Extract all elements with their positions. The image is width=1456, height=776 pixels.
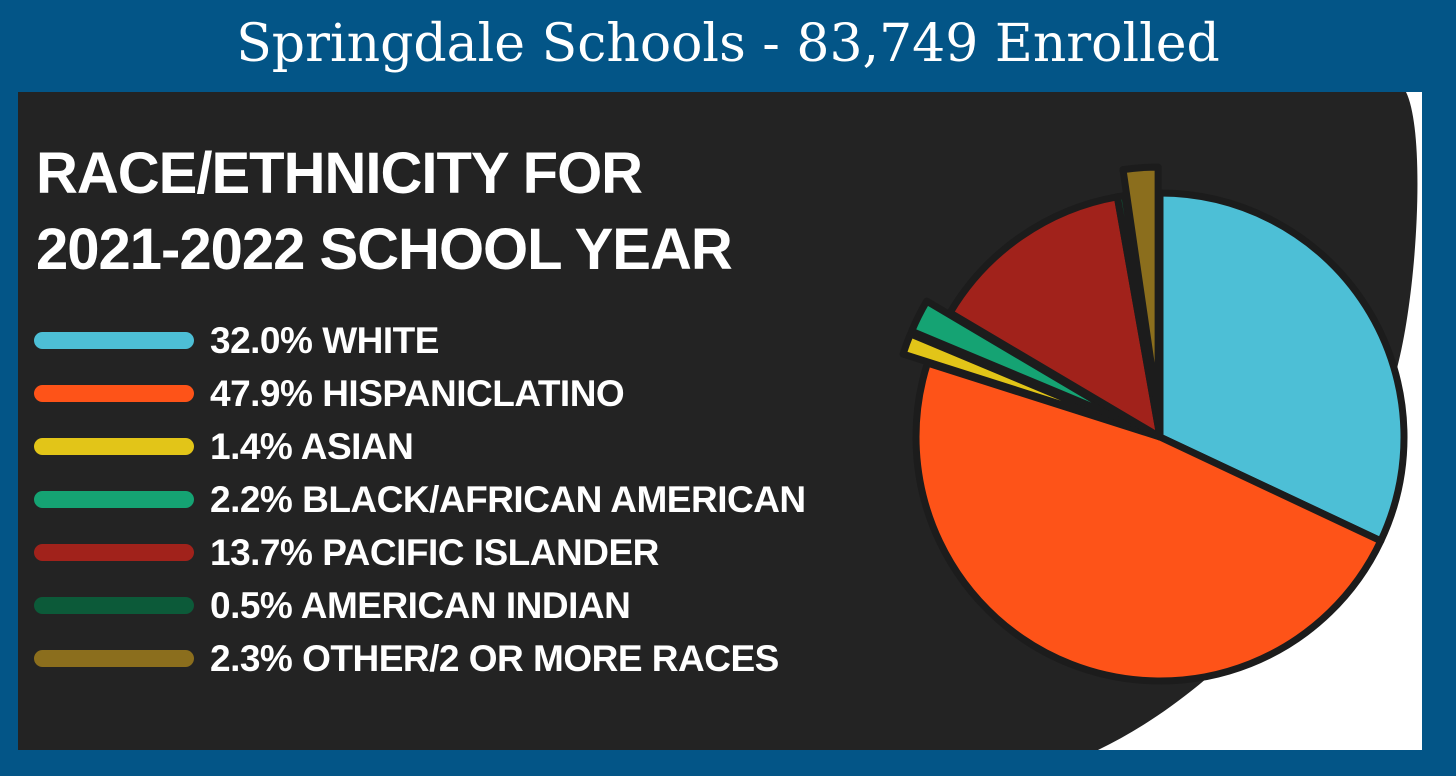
legend-label: 0.5% AMERICAN INDIAN bbox=[210, 584, 631, 626]
pie-slice bbox=[1156, 189, 1408, 545]
legend-label: 2.2% BLACK/AFRICAN AMERICAN bbox=[210, 478, 806, 520]
legend-swatch bbox=[34, 385, 194, 402]
legend-swatch bbox=[34, 438, 194, 455]
legend-label: 1.4% ASIAN bbox=[210, 425, 414, 467]
legend-label: 47.9% HISPANICLATINO bbox=[210, 372, 625, 414]
pie-slice bbox=[912, 359, 1385, 685]
legend-label: 13.7% PACIFIC ISLANDER bbox=[210, 531, 659, 573]
legend-item: 2.3% OTHER/2 OR MORE RACES bbox=[34, 632, 806, 685]
chart-legend: 32.0% WHITE 47.9% HISPANICLATINO 1.4% ASIA… bbox=[34, 314, 806, 685]
pie-chart bbox=[899, 163, 1408, 685]
pie-slice bbox=[946, 193, 1164, 441]
legend-swatch bbox=[34, 544, 194, 561]
legend-swatch bbox=[34, 491, 194, 508]
chart-title-line-2: 2021-2022 SCHOOL YEAR bbox=[36, 217, 733, 282]
page-title: Springdale Schools - 83,749 Enrolled bbox=[236, 14, 1220, 74]
pie-slice bbox=[1119, 163, 1162, 415]
legend-swatch bbox=[34, 650, 194, 667]
legend-item: 2.2% BLACK/AFRICAN AMERICAN bbox=[34, 473, 806, 526]
chart-title: RACE/ETHNICITY FOR 2021-2022 SCHOOL YEAR bbox=[36, 136, 733, 288]
chart-panel: RACE/ETHNICITY FOR 2021-2022 SCHOOL YEAR… bbox=[18, 92, 1422, 750]
legend-item: 47.9% HISPANICLATINO bbox=[34, 367, 806, 420]
legend-swatch bbox=[34, 332, 194, 349]
pie-slice bbox=[908, 297, 1141, 429]
legend-item: 0.5% AMERICAN INDIAN bbox=[34, 579, 806, 632]
legend-item: 13.7% PACIFIC ISLANDER bbox=[34, 526, 806, 579]
chart-title-line-1: RACE/ETHNICITY FOR bbox=[36, 141, 643, 206]
legend-swatch bbox=[34, 597, 194, 614]
legend-label: 2.3% OTHER/2 OR MORE RACES bbox=[210, 637, 779, 679]
legend-item: 1.4% ASIAN bbox=[34, 420, 806, 473]
legend-label: 32.0% WHITE bbox=[210, 319, 439, 361]
legend-item: 32.0% WHITE bbox=[34, 314, 806, 367]
